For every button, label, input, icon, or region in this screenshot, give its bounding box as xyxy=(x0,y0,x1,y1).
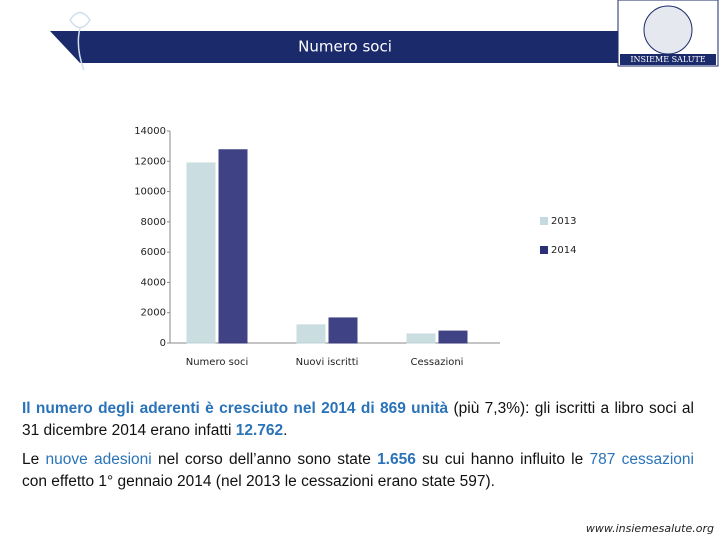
text: con effetto 1° gennaio 2014 (nel 2013 le… xyxy=(22,473,495,490)
ribbon-icon xyxy=(69,11,91,70)
chart: 0 2000 4000 6000 8000 10000 12000 14000 Numero s… xyxy=(134,126,576,368)
y-tick-label: 6000 xyxy=(141,247,166,258)
x-tick-label: Cessazioni xyxy=(411,357,464,368)
header-title: Numero soci xyxy=(298,38,392,56)
text-highlight: 787 cessazioni xyxy=(589,451,694,468)
text-highlight: nuove adesioni xyxy=(45,451,152,468)
text: . xyxy=(283,422,288,439)
legend-label: 2014 xyxy=(551,245,576,256)
x-tick-label: Numero soci xyxy=(186,357,249,368)
header: Numero soci INSIEME SALUTE xyxy=(0,0,719,70)
logo-band xyxy=(620,54,716,65)
y-tick-label: 2000 xyxy=(141,308,166,319)
text-highlight: 12.762 xyxy=(235,422,284,439)
paragraph: Le nuove adesioni nel corso dell’anno so… xyxy=(22,449,694,493)
footer: www.insiemesalute.org xyxy=(585,522,714,535)
legend-label: 2013 xyxy=(551,216,576,227)
y-tick-label: 4000 xyxy=(141,277,166,288)
logo-text: INSIEME SALUTE xyxy=(630,55,705,64)
bar xyxy=(296,324,326,344)
y-tick-label: 10000 xyxy=(134,187,166,198)
text: nel corso dell’anno sono state xyxy=(151,451,378,468)
legend-swatch xyxy=(540,246,548,254)
y-tick-label: 12000 xyxy=(134,156,166,167)
bar xyxy=(328,317,358,344)
text: (più 7,3%): gli iscritti a libro soci al… xyxy=(22,400,695,439)
band-notch xyxy=(0,31,80,63)
bar xyxy=(406,333,436,344)
bar xyxy=(186,162,216,344)
legend-swatch xyxy=(540,217,548,225)
y-tick-label: 8000 xyxy=(141,217,166,228)
logo-emblem xyxy=(643,5,693,55)
y-tick-label: 14000 xyxy=(134,126,166,137)
bar xyxy=(218,149,248,344)
text-highlight: 1.656 xyxy=(377,451,416,468)
x-tick-label: Nuovi iscritti xyxy=(296,357,359,368)
text: su cui hanno influito le xyxy=(415,451,590,468)
title-band xyxy=(0,31,620,63)
text-highlight: Il numero degli aderenti è cresciuto nel… xyxy=(22,400,449,417)
y-tick-label: 0 xyxy=(160,338,166,349)
paragraph: Il numero degli aderenti è cresciuto nel… xyxy=(22,398,694,442)
text: Le xyxy=(22,451,46,468)
bar xyxy=(438,330,468,344)
